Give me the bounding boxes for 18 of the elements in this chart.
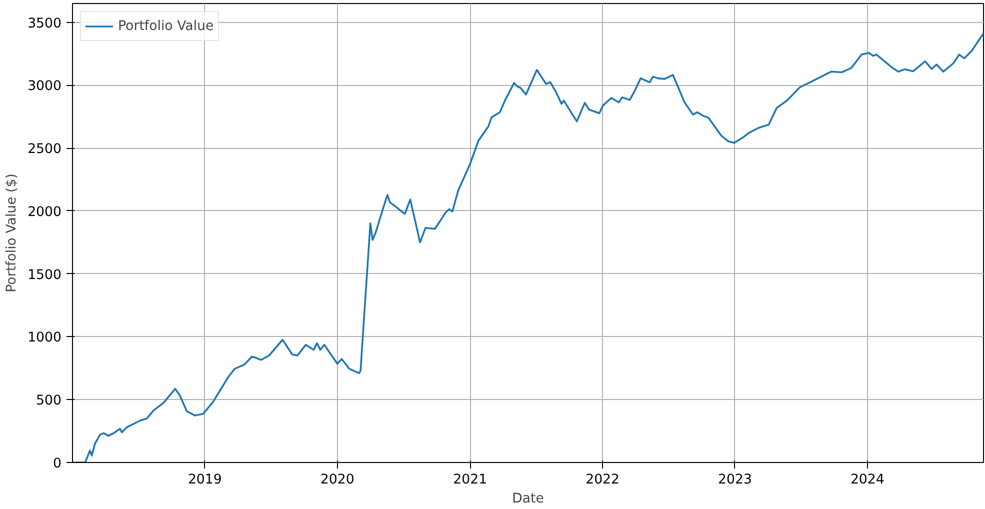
x-tick-label: 2019 <box>188 472 222 488</box>
x-tick-label: 2023 <box>718 472 752 488</box>
x-tick-label: 2024 <box>850 472 884 488</box>
x-tick-label: 2021 <box>453 472 488 488</box>
y-tick-label: 2500 <box>28 142 62 158</box>
y-tick-label: 0 <box>53 456 62 472</box>
line-series <box>72 32 984 462</box>
y-axis-title: Portfolio Value ($) <box>4 174 20 292</box>
y-tick-label: 2000 <box>28 204 62 220</box>
y-tick-label: 1000 <box>28 330 62 346</box>
legend-label: Portfolio Value <box>118 18 214 34</box>
y-tick-label: 3500 <box>28 16 62 32</box>
x-tick-label: 2020 <box>320 472 354 488</box>
y-tick-label: 1500 <box>28 268 62 283</box>
y-tick-label: 3000 <box>28 79 62 94</box>
y-tick-label: 500 <box>36 394 62 409</box>
x-axis-title: Date <box>512 492 544 506</box>
x-tick-label: 2022 <box>586 472 620 488</box>
